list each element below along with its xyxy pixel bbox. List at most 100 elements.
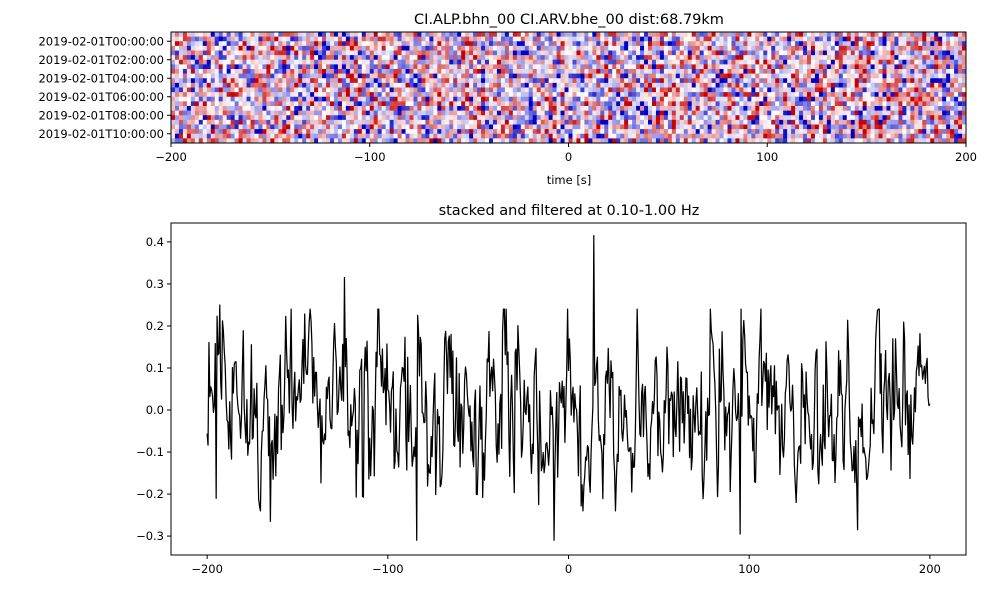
heatmap-cell (834, 69, 840, 75)
heatmap-cell (508, 82, 514, 88)
heatmap-cell (886, 87, 891, 93)
heatmap-cell (222, 50, 228, 56)
heatmap-cell (878, 106, 883, 112)
heatmap-cell (874, 41, 879, 47)
heatmap-cell (218, 115, 224, 121)
heatmap-cell (401, 45, 406, 51)
heatmap-cell (795, 55, 800, 61)
heatmap-cell (465, 101, 470, 107)
line-y-tick-label: 0.0 (146, 403, 164, 417)
heatmap-cell (743, 41, 748, 47)
heatmap-cell (469, 78, 474, 84)
heatmap-cell (640, 124, 645, 130)
heatmap-cell (902, 101, 907, 107)
heatmap-cell (600, 106, 605, 112)
heatmap-cell (226, 87, 232, 93)
heatmap-cell (298, 115, 303, 121)
heatmap-cell (465, 92, 470, 98)
heatmap-cell (866, 110, 872, 116)
heatmap-cell (675, 55, 681, 61)
heatmap-cell (818, 32, 824, 38)
heatmap-cell (556, 64, 561, 70)
heatmap-cell (727, 138, 732, 144)
heatmap-cell (679, 32, 685, 38)
heatmap-cell (345, 73, 351, 79)
heatmap-cell (389, 50, 395, 56)
heatmap-cell (675, 133, 681, 139)
heatmap-cell (524, 129, 530, 135)
heatmap-cell (421, 59, 426, 65)
heatmap-cell (842, 78, 848, 84)
heatmap-cell (548, 110, 554, 116)
heatmap-cell (333, 101, 339, 107)
heatmap-cell (341, 59, 347, 65)
heatmap-cell (667, 138, 673, 144)
heatmap-cell (568, 129, 573, 135)
heatmap-cell (341, 106, 347, 112)
heatmap-cell (632, 96, 637, 102)
heatmap-cell (636, 69, 641, 75)
heatmap-cell (242, 96, 247, 102)
heatmap-cell (377, 106, 383, 112)
heatmap-cell (528, 106, 534, 112)
heatmap-cell (651, 110, 657, 116)
heatmap-cell (759, 101, 764, 107)
heatmap-cell (373, 96, 379, 102)
heatmap-cell (286, 87, 291, 93)
heatmap-cell (612, 124, 617, 130)
heatmap-cell (846, 96, 852, 102)
heatmap-cell (202, 78, 208, 84)
heatmap-cell (425, 32, 430, 38)
heatmap-cell (214, 41, 220, 47)
heatmap-cell (310, 59, 315, 65)
heatmap-cell (775, 133, 780, 139)
heatmap-cell (194, 41, 200, 47)
heatmap-cell (795, 106, 800, 112)
heatmap-cell (504, 101, 510, 107)
heatmap-cell (612, 138, 617, 144)
heatmap-cell (922, 106, 927, 112)
heatmap-cell (663, 55, 669, 61)
heatmap-cell (373, 138, 379, 144)
heatmap-cell (214, 133, 220, 139)
heatmap-cell (206, 133, 212, 139)
heatmap-cell (242, 41, 247, 47)
heatmap-cell (651, 101, 657, 107)
heatmap-cell (751, 73, 756, 79)
heatmap-cell (369, 124, 375, 130)
heatmap-cell (902, 50, 907, 56)
heatmap-cell (648, 129, 653, 135)
heatmap-cell (441, 69, 446, 75)
heatmap-cell (624, 69, 629, 75)
heatmap-cell (624, 82, 629, 88)
heatmap-cell (294, 92, 299, 98)
heatmap-cell (882, 36, 887, 42)
heatmap-cell (385, 106, 391, 112)
heatmap-cell (413, 138, 418, 144)
heatmap-cell (787, 32, 792, 38)
heatmap-cell (751, 106, 756, 112)
heatmap-cell (202, 41, 208, 47)
heatmap-cell (687, 36, 693, 42)
heatmap-cell (194, 64, 200, 70)
heatmap-cell (779, 36, 784, 42)
heatmap-cell (735, 45, 740, 51)
heatmap-cell (278, 59, 283, 65)
heatmap-cell (393, 129, 398, 135)
heatmap-cell (795, 50, 800, 56)
heatmap-cell (182, 32, 188, 38)
heatmap-cell (182, 36, 188, 42)
heatmap-cell (532, 64, 538, 70)
heatmap-cell (719, 129, 724, 135)
heatmap-cell (258, 73, 263, 79)
heatmap-cell (596, 101, 601, 107)
heatmap-cell (393, 92, 398, 98)
heatmap-cell (453, 82, 458, 88)
heatmap-cell (699, 110, 705, 116)
heatmap-cell (333, 69, 339, 75)
heatmap-cell (198, 36, 204, 42)
heatmap-cell (294, 115, 299, 121)
heatmap-cell (767, 50, 772, 56)
heatmap-cell (441, 45, 446, 51)
heatmap-cell (485, 41, 490, 47)
